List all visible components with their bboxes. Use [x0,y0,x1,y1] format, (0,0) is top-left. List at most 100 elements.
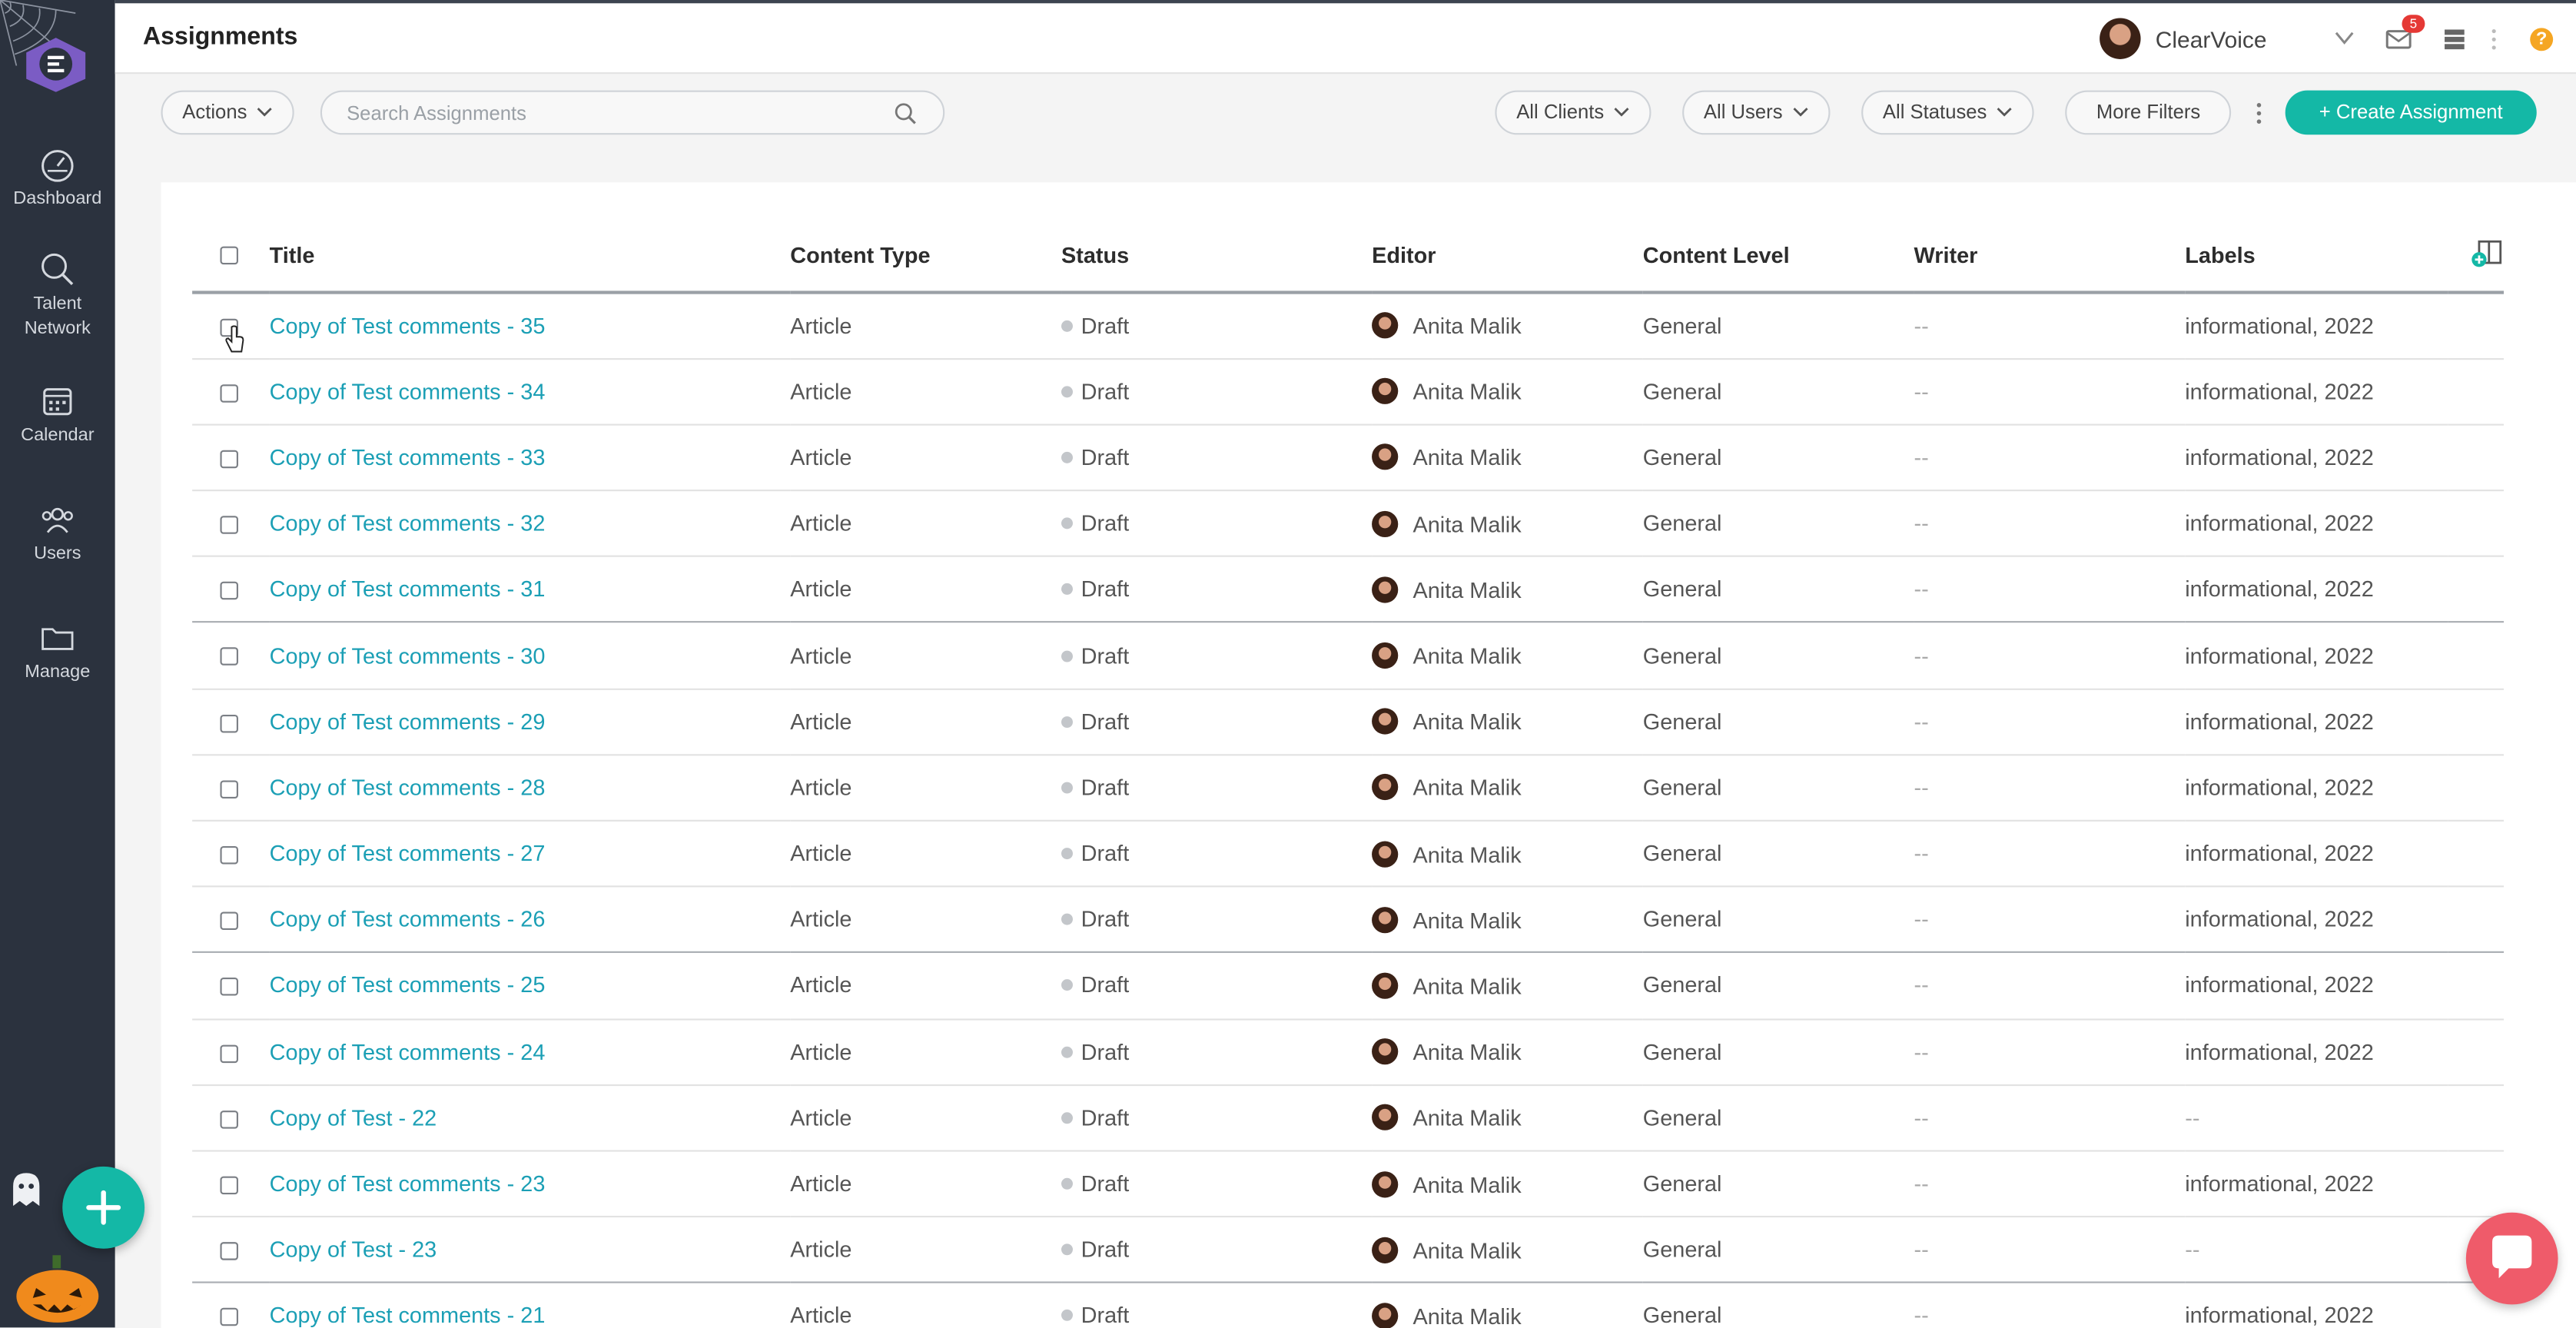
assignment-title-link[interactable]: Copy of Test comments - 24 [269,1039,546,1064]
row-checkbox[interactable] [220,450,238,469]
column-header-content-type[interactable]: Content Type [790,218,1062,294]
create-assignment-button[interactable]: + Create Assignment [2285,90,2537,135]
row-checkbox[interactable] [220,780,238,798]
column-header-editor[interactable]: Editor [1372,218,1643,294]
help-icon[interactable]: ? [2530,28,2554,51]
table-row[interactable]: Copy of Test comments - 25 Article Draft An… [192,952,2505,1020]
server-icon[interactable] [2443,28,2466,51]
sidebar-item-manage[interactable]: Manage [0,619,115,686]
row-checkbox[interactable] [220,1308,238,1326]
status-cell: Draft [1061,424,1373,492]
assignment-title-link[interactable]: Copy of Test comments - 25 [269,973,546,998]
table-row[interactable]: Copy of Test comments - 31 Article Draft An… [192,556,2505,624]
avatar[interactable] [2100,18,2141,59]
search-box[interactable] [320,90,945,135]
column-header-writer[interactable]: Writer [1914,218,2186,294]
writer-cell: -- [1914,886,2186,954]
content-level-cell: General [1642,556,1914,624]
assignment-title-link[interactable]: Copy of Test comments - 27 [269,841,546,866]
assignment-title-link[interactable]: Copy of Test - 22 [269,1105,437,1130]
writer-cell: -- [1914,820,2186,888]
all-statuses-filter[interactable]: All Statuses [1861,90,2035,135]
table-row[interactable]: Copy of Test - 22 Article Draft Anita Malik… [192,1084,2505,1152]
mail-icon[interactable] [2385,28,2412,51]
labels-cell: informational, 2022 [2185,622,2448,690]
assignment-title-link[interactable]: Copy of Test comments - 26 [269,907,546,932]
assignment-title-link[interactable]: Copy of Test comments - 30 [269,643,546,669]
row-checkbox[interactable] [220,911,238,931]
row-checkbox[interactable] [220,383,238,403]
table-row[interactable]: Copy of Test comments - 27 Article Draft An… [192,820,2505,888]
plus-icon [86,1190,121,1225]
assignment-title-link[interactable]: Copy of Test comments - 21 [269,1303,546,1328]
column-header-status[interactable]: Status [1061,218,1373,294]
table-row[interactable]: Copy of Test comments - 21 Article Draft An… [192,1283,2505,1328]
editor-cell: Anita Malik [1372,1084,1643,1152]
row-checkbox[interactable] [220,582,238,600]
assignment-title-link[interactable]: Copy of Test comments - 23 [269,1171,546,1197]
search-icon[interactable] [894,102,917,125]
sidebar-item-users[interactable]: Users [0,501,115,567]
more-filters-button[interactable]: More Filters [2065,90,2232,135]
sidebar-item-calendar[interactable]: Calendar [0,383,115,449]
assignment-title-link[interactable]: Copy of Test comments - 31 [269,577,546,603]
sidebar-item-talent-network[interactable]: Talent Network [0,251,115,342]
table-row[interactable]: Copy of Test - 23 Article Draft Anita Malik… [192,1217,2505,1284]
writer-cell: -- [1914,1084,2186,1152]
row-checkbox[interactable] [220,1176,238,1195]
row-select-cell [192,1217,270,1284]
writer-cell: -- [1914,754,2186,822]
editor-cell: Anita Malik [1372,820,1643,888]
assignment-title-link[interactable]: Copy of Test comments - 34 [269,379,546,404]
column-settings-icon[interactable] [2469,240,2502,269]
assignment-title-link[interactable]: Copy of Test comments - 29 [269,709,546,734]
content-type-cell: Article [790,886,1062,954]
row-checkbox[interactable] [220,846,238,865]
column-header-title[interactable]: Title [269,218,791,294]
more-vertical-icon[interactable] [2251,98,2267,128]
table-row[interactable]: Copy of Test comments - 29 Article Draft An… [192,689,2505,755]
sidebar-item-dashboard[interactable]: Dashboard [0,146,115,212]
client-selector[interactable]: ClearVoice [2155,26,2267,53]
filter-label: All Users [1703,100,1783,124]
table-row[interactable]: Copy of Test comments - 26 Article Draft An… [192,886,2505,954]
assignment-title-link[interactable]: Copy of Test comments - 33 [269,445,546,470]
table-row[interactable]: Copy of Test comments - 30 Article Draft An… [192,622,2505,690]
row-checkbox[interactable] [220,1044,238,1063]
assignment-title-link[interactable]: Copy of Test comments - 32 [269,511,546,536]
table-row[interactable]: Copy of Test comments - 24 Article Draft An… [192,1018,2505,1086]
table-row[interactable]: Copy of Test comments - 28 Article Draft An… [192,754,2505,822]
row-checkbox[interactable] [220,1242,238,1261]
select-all-checkbox[interactable] [220,247,238,266]
assignment-title-link[interactable]: Copy of Test comments - 28 [269,775,546,800]
chat-launcher-button[interactable] [2465,1212,2558,1305]
all-clients-filter[interactable]: All Clients [1495,90,1652,135]
clearvoice-logo[interactable] [23,36,89,92]
table-row[interactable]: Copy of Test comments - 35 Article Draft An… [192,292,2505,360]
assignment-title-link[interactable]: Copy of Test comments - 35 [269,313,546,339]
table-row[interactable]: Copy of Test comments - 32 Article Draft An… [192,490,2505,558]
search-input[interactable] [347,98,873,128]
assignment-title-link[interactable]: Copy of Test - 23 [269,1237,437,1263]
actions-dropdown[interactable]: Actions [161,90,295,135]
quick-add-button[interactable] [62,1166,145,1249]
avatar [1372,1237,1399,1263]
row-checkbox[interactable] [220,714,238,732]
all-users-filter[interactable]: All Users [1682,90,1831,135]
row-checkbox[interactable] [220,978,238,997]
avatar [1372,378,1399,405]
row-select-cell [192,886,270,954]
editor-name: Anita Malik [1412,709,1522,735]
row-checkbox[interactable] [220,516,238,534]
table-row[interactable]: Copy of Test comments - 23 Article Draft An… [192,1150,2505,1218]
table-row[interactable]: Copy of Test comments - 33 Article Draft An… [192,424,2505,492]
row-checkbox[interactable] [220,1110,238,1129]
column-header-content-level[interactable]: Content Level [1642,218,1914,294]
actions-label: Actions [182,100,247,124]
more-vertical-icon[interactable] [2491,26,2498,52]
column-header-labels[interactable]: Labels [2185,218,2448,294]
table-row[interactable]: Copy of Test comments - 34 Article Draft An… [192,358,2505,426]
chevron-down-icon[interactable] [2333,26,2356,49]
content-type-cell: Article [790,424,1062,492]
row-checkbox[interactable] [220,648,238,666]
